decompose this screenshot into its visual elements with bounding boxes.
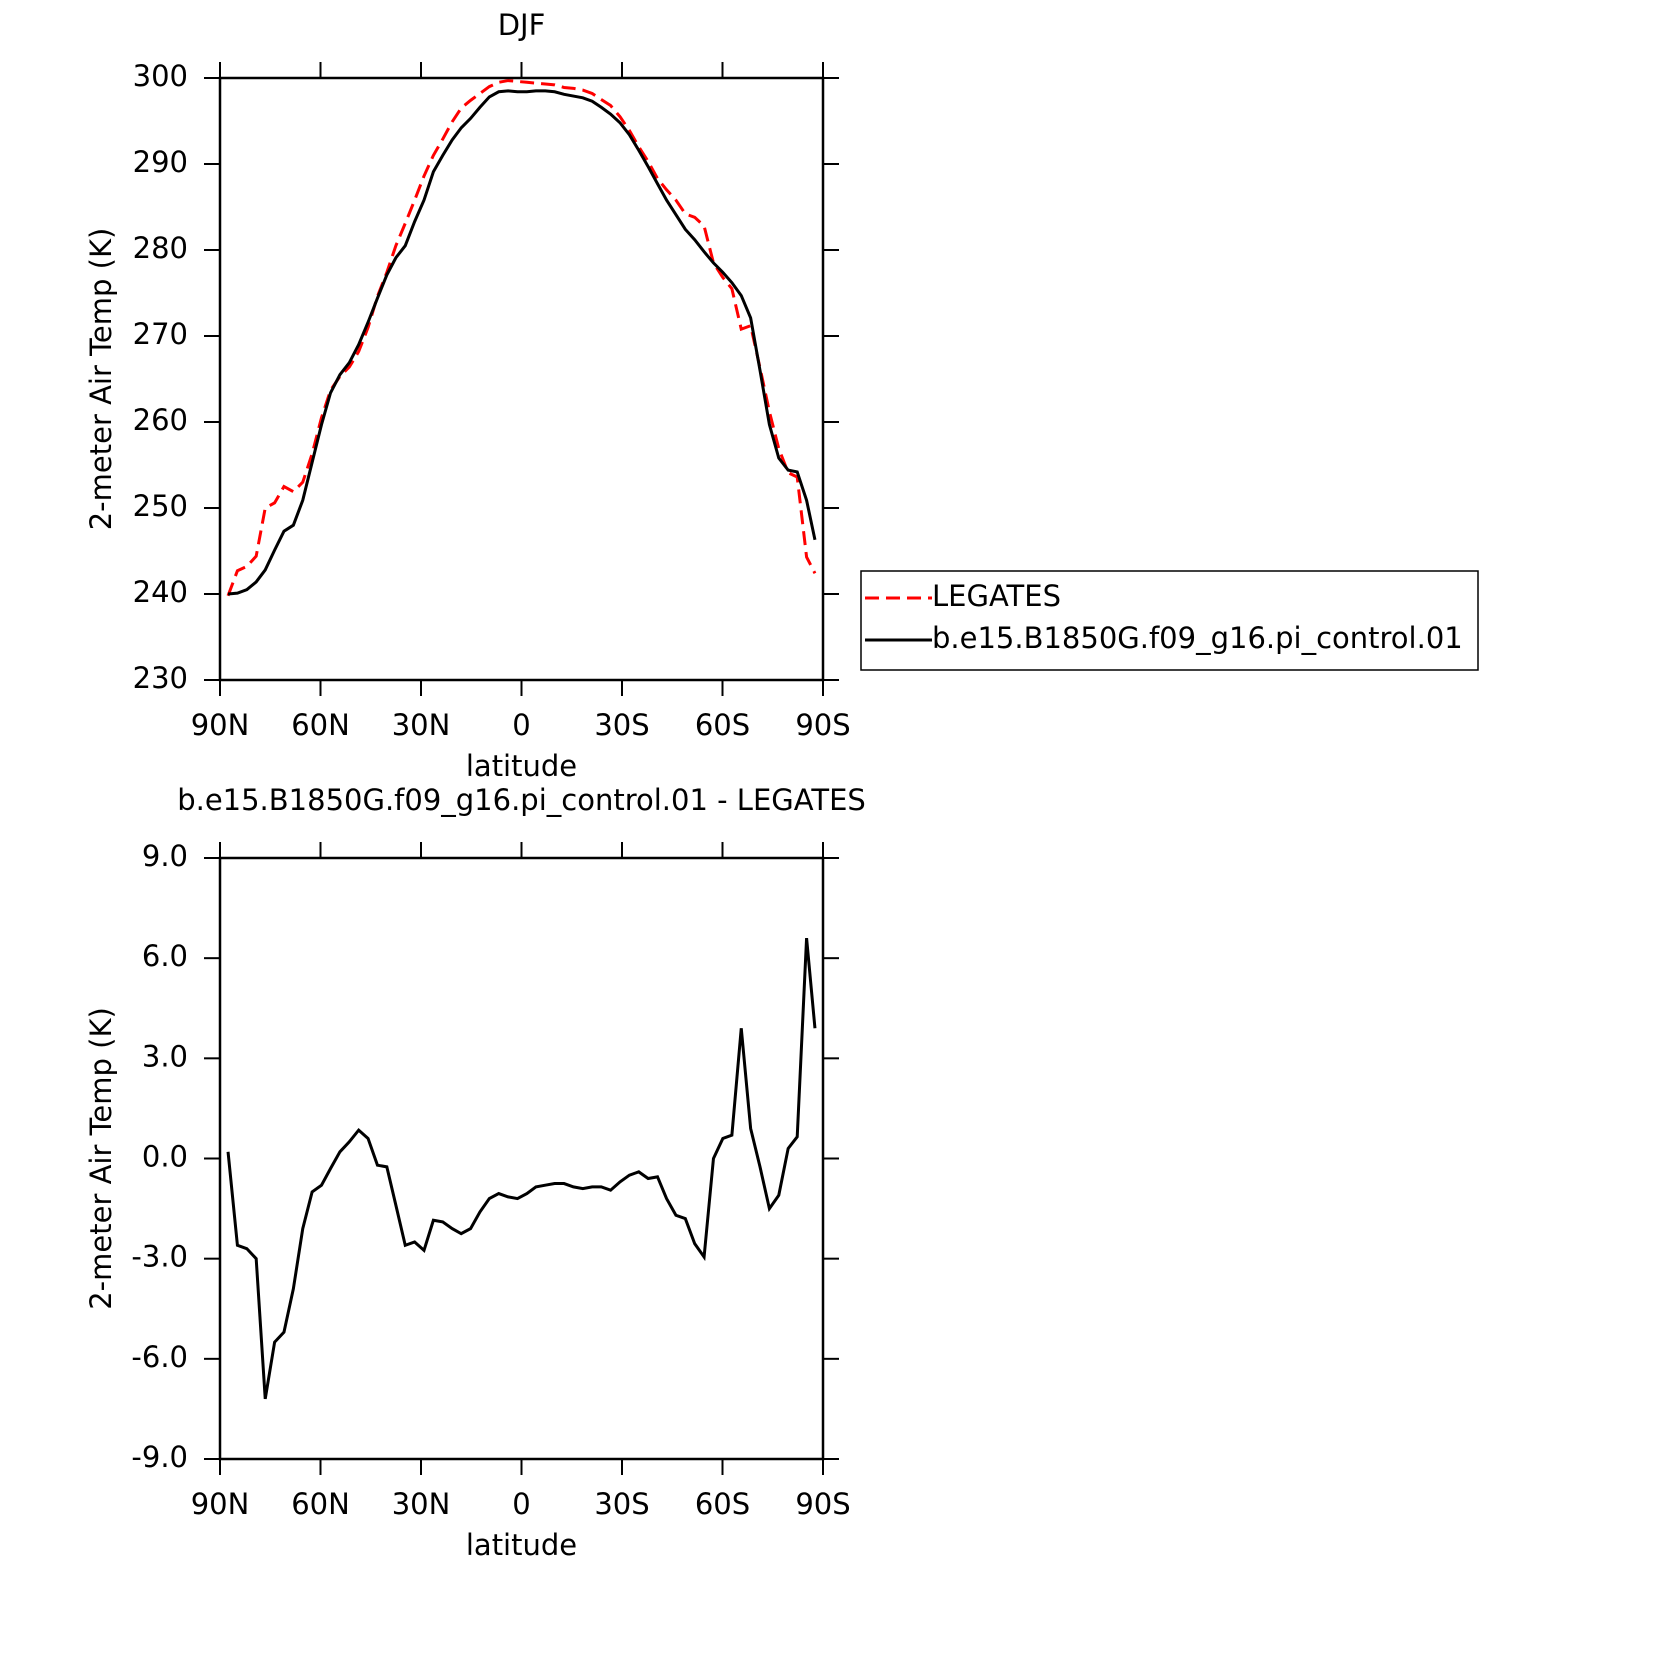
y-tick-label: -6.0 (131, 1340, 188, 1374)
y-tick-label: 250 (133, 489, 188, 523)
plot-frame (218, 856, 825, 1461)
legend-label: LEGATES (932, 579, 1061, 613)
y-axis-label: 2-meter Air Temp (K) (84, 1007, 118, 1310)
x-tick-label: 60S (695, 708, 750, 742)
x-tick-label: 60N (291, 1487, 350, 1521)
y-tick-label: 240 (133, 575, 188, 609)
x-tick-label: 0 (512, 708, 530, 742)
y-tick-label: 230 (133, 661, 188, 695)
legend-box (860, 570, 1479, 671)
y-tick-label: 260 (133, 403, 188, 437)
x-tick-label: 60N (291, 708, 350, 742)
x-axis-label: latitude (466, 749, 577, 783)
x-tick-label: 30S (594, 708, 649, 742)
chart-title: b.e15.B1850G.f09_g16.pi_control.01 - LEG… (177, 783, 866, 817)
y-tick-label: -3.0 (131, 1240, 188, 1274)
y-tick-label: 290 (133, 145, 188, 179)
y-axis-label: 2-meter Air Temp (K) (84, 228, 118, 531)
x-axis-label: latitude (466, 1528, 577, 1562)
y-tick-label: 0.0 (142, 1140, 188, 1174)
y-tick-label: 270 (133, 317, 188, 351)
legend-label: b.e15.B1850G.f09_g16.pi_control.01 (932, 621, 1463, 655)
x-tick-label: 90S (795, 708, 850, 742)
x-tick-label: 0 (512, 1487, 530, 1521)
plot-frame (218, 76, 825, 682)
x-tick-label: 30N (392, 708, 451, 742)
x-tick-label: 90N (191, 708, 250, 742)
y-tick-label: -9.0 (131, 1440, 188, 1474)
x-tick-label: 60S (695, 1487, 750, 1521)
x-tick-label: 30S (594, 1487, 649, 1521)
data-line (226, 79, 817, 597)
chart-title: DJF (498, 8, 546, 42)
data-line (226, 937, 817, 1400)
data-line (227, 89, 817, 596)
x-tick-label: 30N (392, 1487, 451, 1521)
y-tick-label: 6.0 (142, 939, 188, 973)
x-tick-label: 90S (795, 1487, 850, 1521)
y-tick-label: 9.0 (142, 839, 188, 873)
y-tick-label: 280 (133, 231, 188, 265)
y-tick-label: 300 (133, 59, 188, 93)
x-tick-label: 90N (191, 1487, 250, 1521)
y-tick-label: 3.0 (142, 1039, 188, 1073)
